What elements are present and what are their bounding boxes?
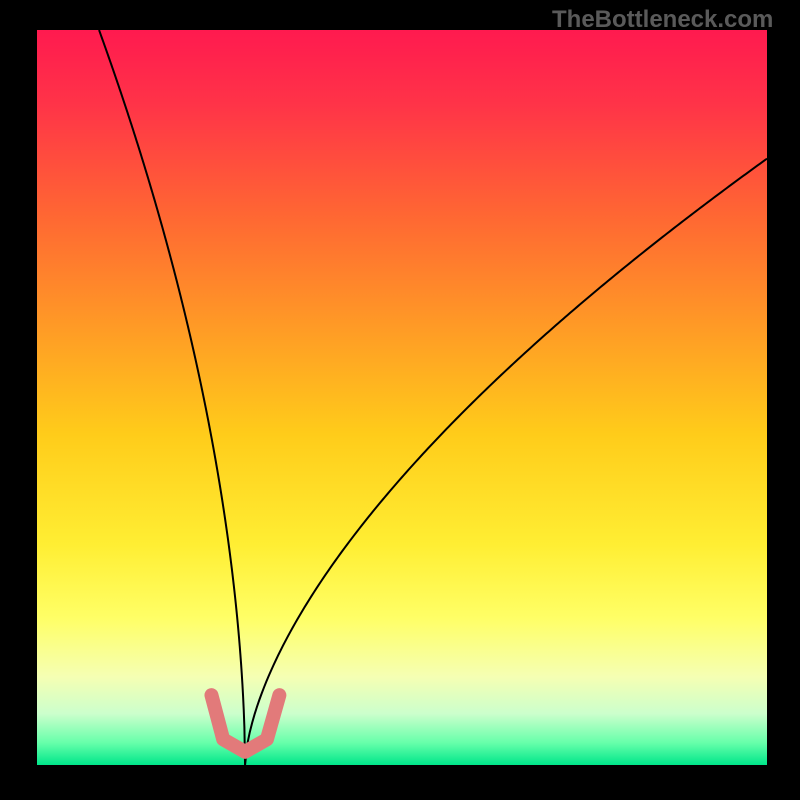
chart-svg — [37, 30, 767, 765]
watermark-text: TheBottleneck.com — [552, 6, 773, 34]
plot-background — [37, 30, 767, 765]
plot-area — [37, 30, 767, 765]
